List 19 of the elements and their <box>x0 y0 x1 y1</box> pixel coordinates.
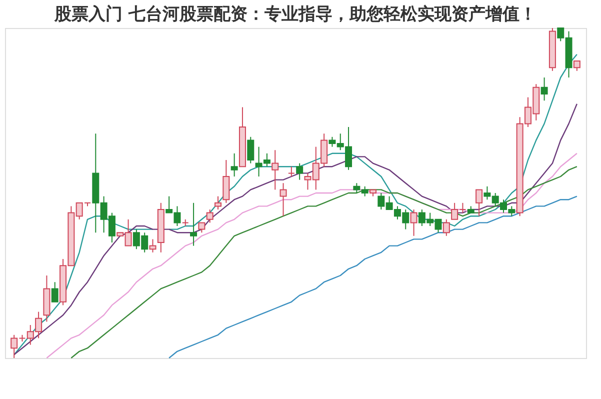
candlestick <box>296 162 304 180</box>
candlestick <box>214 196 222 210</box>
candlestick <box>206 209 214 224</box>
candlestick <box>288 166 295 177</box>
candlestick <box>230 152 238 177</box>
candlestick <box>476 189 483 217</box>
candlestick <box>149 238 156 253</box>
candlestick <box>51 282 58 302</box>
chart-title: 股票入门 七台河股票配资：专业指导，助您轻松实现资产增值！ <box>54 4 536 24</box>
candlestick <box>280 182 287 217</box>
candlestick <box>573 60 580 72</box>
candlestick <box>410 209 418 236</box>
candlestick <box>190 202 198 246</box>
candlestick <box>247 136 254 164</box>
candlestick <box>272 150 279 190</box>
candlestick <box>198 222 206 234</box>
candlestick <box>442 218 450 236</box>
candlestick <box>222 160 230 204</box>
candlestick <box>540 77 548 102</box>
